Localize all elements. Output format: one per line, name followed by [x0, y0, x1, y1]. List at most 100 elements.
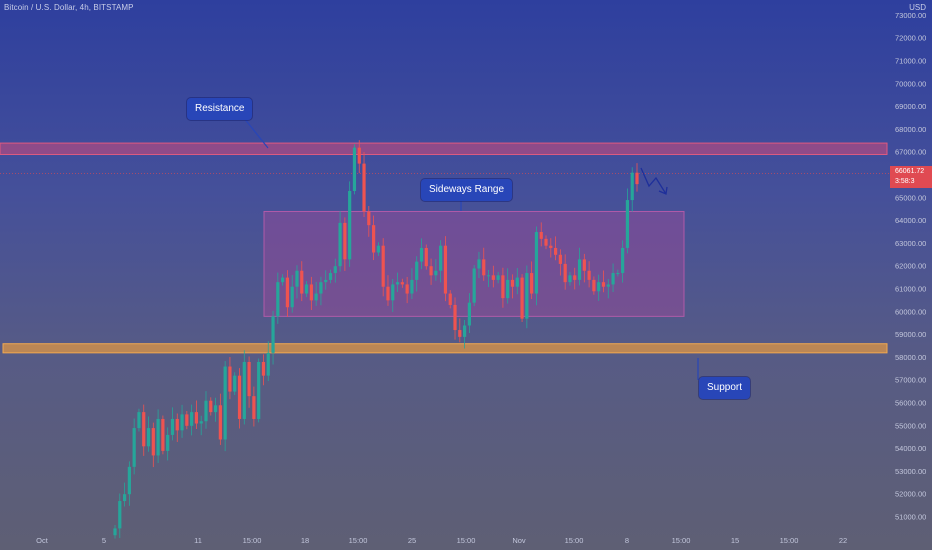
- candle: [434, 259, 438, 281]
- candle: [611, 263, 615, 292]
- candle-body: [553, 247, 558, 255]
- symbol-title[interactable]: Bitcoin / U.S. Dollar, 4h, BITSTAMP: [4, 3, 134, 12]
- candle-body: [510, 279, 515, 287]
- x-tick-label: 5: [102, 536, 106, 545]
- candle-body: [477, 259, 481, 269]
- candle: [635, 163, 639, 192]
- candle-body: [194, 412, 199, 424]
- candle-body: [204, 400, 208, 422]
- candle-body: [601, 282, 606, 287]
- y-tick-label: 53000.00: [895, 467, 926, 476]
- candle: [223, 361, 227, 452]
- candle-body: [439, 245, 443, 271]
- candle-body: [352, 147, 357, 191]
- candle: [558, 249, 562, 276]
- y-tick-label: 64000.00: [895, 216, 926, 225]
- candle: [218, 393, 222, 445]
- candle: [477, 251, 481, 279]
- candle-body: [577, 259, 582, 280]
- candle-body: [635, 172, 639, 185]
- y-tick-label: 59000.00: [895, 330, 926, 339]
- candle-body: [558, 254, 562, 264]
- candle-body: [453, 304, 457, 331]
- candle-body: [209, 400, 213, 413]
- candle: [170, 407, 175, 441]
- resistance-callout[interactable]: Resistance: [187, 98, 253, 120]
- candle-body: [587, 270, 591, 280]
- candle-body: [295, 270, 299, 287]
- candle-body: [285, 277, 290, 308]
- x-tick-label: 15:00: [243, 536, 262, 545]
- candle: [400, 278, 404, 288]
- candle: [285, 270, 290, 317]
- candle: [266, 341, 270, 382]
- x-tick-label: Nov: [512, 536, 526, 545]
- candle: [122, 482, 127, 507]
- candle: [161, 415, 165, 455]
- x-tick-label: 25: [408, 536, 416, 545]
- x-tick-label: 18: [301, 536, 309, 545]
- y-tick-label: 65000.00: [895, 193, 926, 202]
- candle-body: [122, 494, 127, 502]
- sideways-range-callout[interactable]: Sideways Range: [421, 179, 513, 201]
- time-axis[interactable]: Oct 5 11 15:00 18 15:00 25 15:00 Nov 15:00 8 15:00 1…: [36, 536, 847, 545]
- candle: [261, 354, 266, 386]
- y-tick-label: 71000.00: [895, 57, 926, 66]
- candle-body: [357, 147, 361, 164]
- candle: [352, 144, 357, 195]
- candle-body: [467, 302, 471, 326]
- last-price-value: 66061.72: [895, 168, 925, 175]
- candle-body: [625, 200, 630, 248]
- candle: [276, 272, 280, 324]
- candle: [132, 418, 136, 475]
- candle: [429, 258, 433, 285]
- candle-body: [501, 275, 505, 299]
- x-tick-label: Oct: [36, 536, 49, 545]
- candle: [233, 372, 237, 396]
- candle-body: [429, 266, 433, 276]
- candle-body: [616, 273, 620, 275]
- candles: [113, 140, 639, 539]
- price-axis[interactable]: 51000.00 52000.00 53000.00 54000.00 55000.00…: [895, 11, 926, 522]
- x-tick-label: 15:00: [457, 536, 476, 545]
- candle: [209, 397, 213, 416]
- candle: [247, 356, 251, 408]
- candle: [544, 235, 548, 250]
- candle-body: [290, 286, 294, 308]
- candle-body: [520, 277, 524, 319]
- candle-body: [142, 412, 146, 447]
- candle-body: [367, 211, 371, 226]
- candle-body: [247, 361, 251, 397]
- candle: [362, 151, 366, 217]
- candle-body: [400, 282, 404, 285]
- candle-body: [563, 263, 567, 283]
- candle-body: [213, 405, 218, 413]
- candle-body: [525, 273, 529, 319]
- candle-body: [434, 270, 438, 276]
- candle-body: [386, 286, 390, 301]
- resistance-zone: [0, 142, 888, 155]
- candle: [539, 222, 543, 247]
- candle-body: [592, 279, 596, 292]
- candle: [199, 415, 203, 436]
- x-tick-label: 15: [731, 536, 739, 545]
- candle-body: [190, 412, 194, 426]
- candle-body: [448, 293, 452, 305]
- candle-body: [582, 259, 586, 271]
- candle: [137, 408, 141, 432]
- candle-body: [333, 266, 337, 274]
- x-tick-label: 22: [839, 536, 847, 545]
- candle-body: [611, 273, 615, 285]
- candle: [510, 274, 515, 299]
- candle: [127, 461, 131, 506]
- candle-body: [376, 245, 380, 253]
- y-tick-label: 69000.00: [895, 102, 926, 111]
- support-callout[interactable]: Support: [699, 377, 751, 399]
- candle-body: [300, 270, 304, 294]
- candle: [281, 274, 285, 286]
- candle: [577, 247, 582, 286]
- candle: [348, 181, 352, 267]
- candle-body: [381, 245, 385, 287]
- candle: [496, 271, 500, 284]
